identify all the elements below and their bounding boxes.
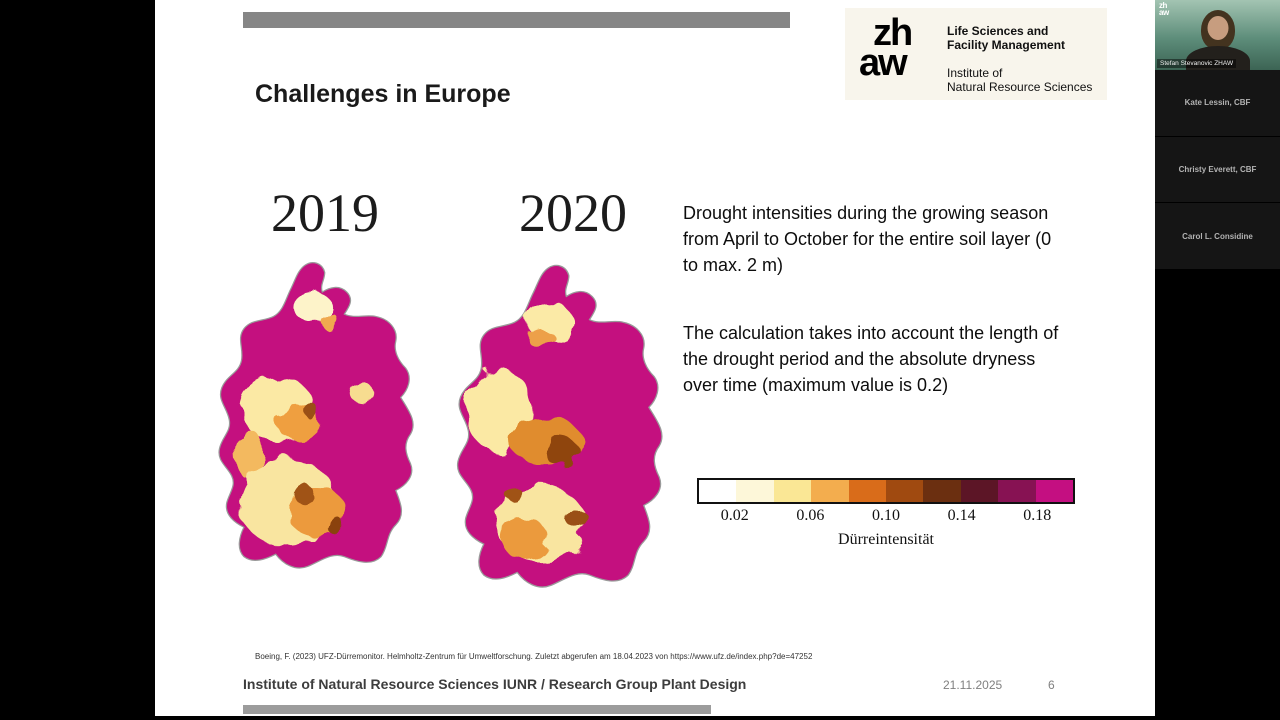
video-logo-line2: aw <box>1159 8 1169 17</box>
legend-color-segment <box>998 480 1036 502</box>
legend-tick-labels: 0.02 0.06 0.10 0.14 0.18 <box>697 507 1075 527</box>
legend-color-segment <box>773 480 812 502</box>
zhaw-logo-line1: zh <box>873 12 913 54</box>
legend-tick: 0.18 <box>1023 507 1052 524</box>
legend-color-segment <box>699 480 737 502</box>
slide-bottom-decorative-bar <box>243 705 711 714</box>
participant-tile[interactable]: Kate Lessin, CBF <box>1155 70 1280 137</box>
description-paragraph-1: Drought intensities during the growing s… <box>683 203 1052 275</box>
participant-tile[interactable]: Christy Everett, CBF <box>1155 136 1280 204</box>
slide-title: Challenges in Europe <box>255 80 511 108</box>
presenter-face <box>1207 16 1228 40</box>
zhaw-logo-text: Life Sciences and Facility Management In… <box>947 24 1092 94</box>
zhaw-logo-mark: zh aw <box>859 12 913 84</box>
zhaw-logo-block: zh aw Life Sciences and Facility Managem… <box>845 8 1107 100</box>
legend-color-segment <box>886 480 924 502</box>
legend-color-bar <box>697 478 1075 504</box>
map-year-label-2019: 2019 <box>271 183 379 243</box>
legend-tick: 0.10 <box>872 507 900 524</box>
meeting-sidebar: zh aw Stefan Stevanovic ZHAW Kate Lessin… <box>1155 0 1280 720</box>
participant-tile[interactable]: Carol L. Considine <box>1155 203 1280 271</box>
legend-tick: 0.14 <box>947 507 976 524</box>
legend-color-segment <box>811 480 849 502</box>
description-paragraph-2: The calculation takes into account the l… <box>683 323 1059 395</box>
slide-footer-date: 21.11.2025 <box>943 678 1003 692</box>
source-citation: Boeing, F. (2023) UFZ-Dürremonitor. Helm… <box>255 652 813 661</box>
participant-tile-list: Kate Lessin, CBF Christy Everett, CBF Ca… <box>1155 70 1280 271</box>
legend-axis-label: Dürreintensität <box>838 531 934 548</box>
presenter-name-label: Stefan Stevanovic ZHAW <box>1157 59 1237 68</box>
participant-name: Kate Lessin, CBF <box>1184 98 1251 108</box>
slide-footer-text: Institute of Natural Resource Sciences I… <box>243 676 747 692</box>
legend-color-segment <box>960 480 999 502</box>
slide-page-number: 6 <box>1048 678 1055 692</box>
presenter-torso <box>1185 46 1250 70</box>
legend-color-segment <box>1035 480 1074 502</box>
zhaw-logo-line2: aw <box>859 42 908 84</box>
logo-inst-line2: Natural Resource Sciences <box>947 80 1093 94</box>
drought-intensity-legend: 0.02 0.06 0.10 0.14 0.18 Dürreintensität <box>697 478 1075 549</box>
legend-color-segment <box>736 480 774 502</box>
presentation-slide: zh aw Life Sciences and Facility Managem… <box>155 0 1155 716</box>
video-zhaw-logo: zh aw <box>1159 1 1169 17</box>
logo-dept-line1: Life Sciences and <box>947 24 1049 38</box>
germany-drought-map-2019 <box>218 262 414 569</box>
participant-name: Christy Everett, CBF <box>1178 165 1257 174</box>
map-year-label-2020: 2020 <box>519 183 627 243</box>
slide-top-decorative-bar <box>243 12 790 28</box>
legend-tick: 0.02 <box>720 507 749 524</box>
legend-color-segment <box>848 480 887 502</box>
logo-dept-line2: Facility Management <box>947 38 1066 52</box>
germany-drought-map-2020 <box>456 264 663 588</box>
legend-tick: 0.06 <box>796 507 825 524</box>
logo-inst-line1: Institute of <box>947 66 1003 80</box>
participant-name: Carol L. Considine <box>1182 231 1253 241</box>
video-logo-line1: zh <box>1159 1 1167 10</box>
drought-description: Drought intensities during the growing s… <box>683 200 1069 398</box>
presenter-video-tile[interactable]: zh aw Stefan Stevanovic ZHAW <box>1155 0 1280 70</box>
legend-color-segment <box>923 480 961 502</box>
